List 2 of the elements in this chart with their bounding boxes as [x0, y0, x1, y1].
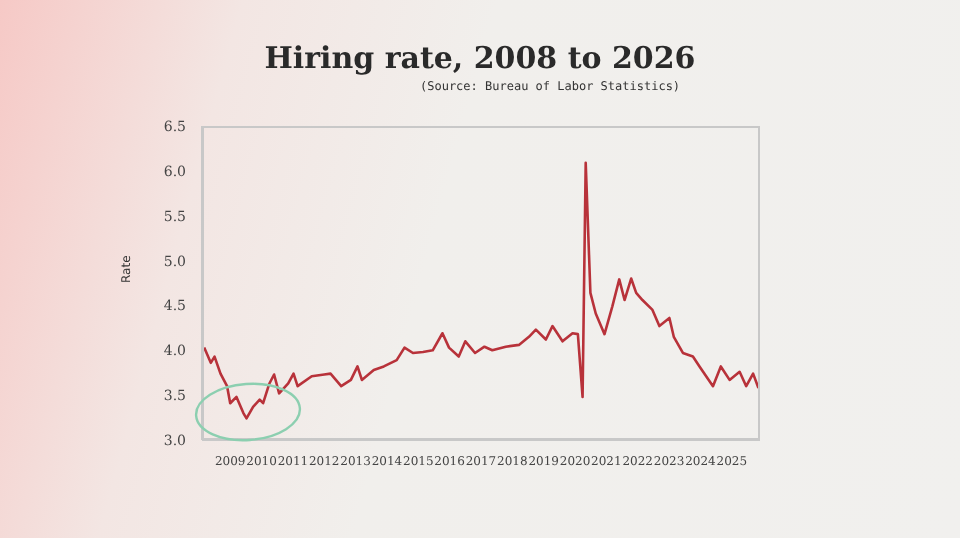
chart-title: Hiring rate, 2008 to 2026 — [262, 40, 698, 76]
line-series — [202, 161, 760, 420]
